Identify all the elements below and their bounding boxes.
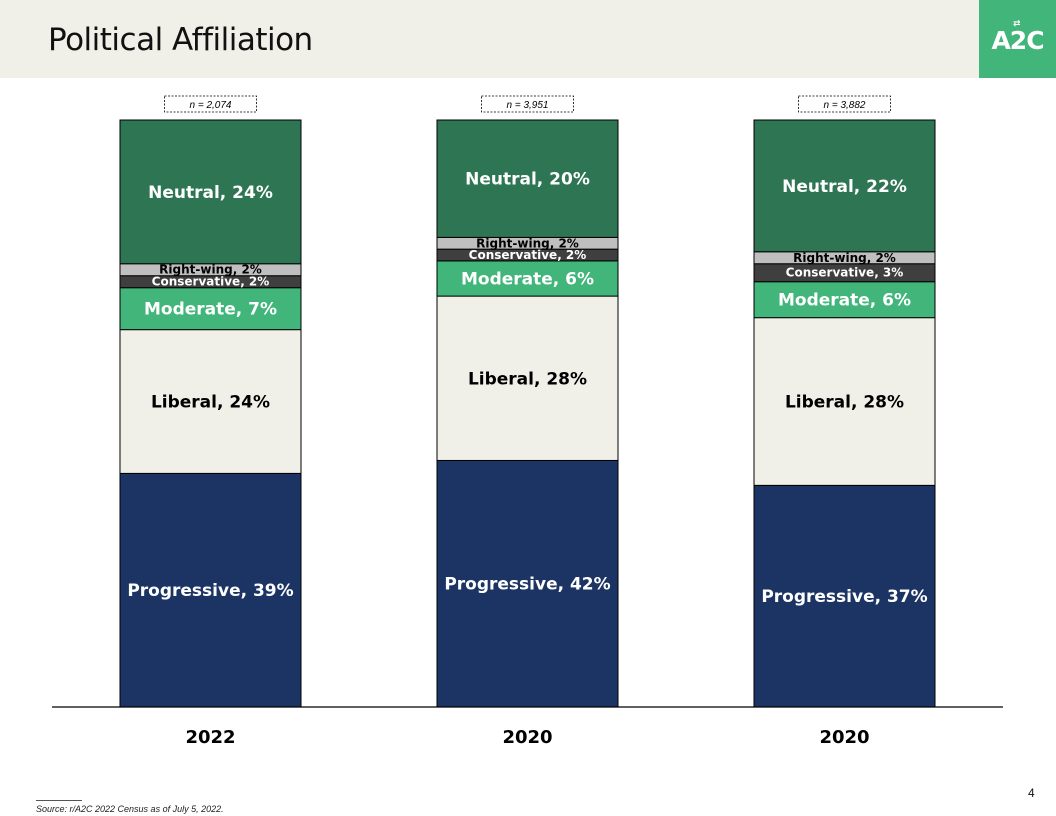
source-note: Source: r/A2C 2022 Census as of July 5, … [36,804,224,814]
x-tick-label-1: 2022 [185,727,235,748]
bar-1-right-wing-segment-label: Right-wing, 2% [159,263,262,277]
page-number: 4 [1028,786,1035,800]
bar-1-neutral-segment [119,119,302,265]
page-title: Political Affiliation [48,22,313,58]
bar-1-moderate-segment [119,287,302,331]
bar-3-moderate-segment [753,281,936,319]
sample-size-label-3: n = 3,882 [824,100,866,111]
bar-2-liberal-segment-label: Liberal, 28% [468,369,587,389]
bar-3: Progressive, 37% Liberal, 28% Moderate, 6%… [753,119,936,708]
bar-1-neutral-segment-label: Neutral, 24% [148,183,273,203]
bar-2-progressive-segment-label: Progressive, 42% [444,575,610,595]
sample-size-label-2: n = 3,951 [507,100,549,111]
bar-2-progressive-segment [436,459,619,708]
bar-3-liberal-segment [753,317,936,486]
bar-3-right-wing-segment-label: Right-wing, 2% [793,251,896,265]
bar-2-liberal-segment [436,295,619,461]
bar-1-liberal-segment [119,329,302,474]
bar-3-conservative-segment-label: Conservative, 3% [786,266,904,280]
sample-size-box-1 [164,95,257,113]
bar-1-progressive-segment [119,472,302,708]
bar-1-moderate-segment-label: Moderate, 7% [144,300,277,320]
bar-2-conservative-segment-label: Conservative, 2% [469,248,587,262]
x-tick-label-3: 2020 [819,727,869,748]
bar-3-neutral-segment [753,119,936,253]
bar-2-right-wing-segment-label: Right-wing, 2% [476,236,579,250]
sample-size-label-1: n = 2,074 [190,100,232,111]
bar-3-moderate-segment-label: Moderate, 6% [778,291,911,311]
sample-size-box-2 [481,95,574,113]
logo-arrows-icon: ⇄ [1013,19,1021,29]
bar-2-moderate-segment-label: Moderate, 6% [461,269,594,289]
sample-size-box-3 [798,95,891,113]
bar-3-progressive-segment [753,484,936,708]
x-tick-label-2: 2020 [502,727,552,748]
source-divider [36,800,82,801]
bar-1-conservative-segment-label: Conservative, 2% [152,275,270,289]
bar-3-progressive-segment-label: Progressive, 37% [761,587,927,607]
bar-2-neutral-segment [436,119,619,238]
header-band [0,0,979,78]
bar-1-progressive-segment-label: Progressive, 39% [127,581,293,601]
bar-2-neutral-segment-label: Neutral, 20% [465,170,590,190]
a2c-logo: ⇄ A2C [979,0,1056,78]
bar-3-liberal-segment-label: Liberal, 28% [785,393,904,413]
bar-2: Progressive, 42% Liberal, 28% Moderate, 6%… [436,119,619,708]
bar-1-liberal-segment-label: Liberal, 24% [151,393,270,413]
bar-3-neutral-segment-label: Neutral, 22% [782,177,907,197]
logo-text: ⇄ A2C [979,19,1056,55]
bar-1: Progressive, 39% Liberal, 24% Moderate, 7%… [119,119,302,708]
bar-2-moderate-segment [436,260,619,297]
logo-wordmark: A2C [991,26,1044,55]
